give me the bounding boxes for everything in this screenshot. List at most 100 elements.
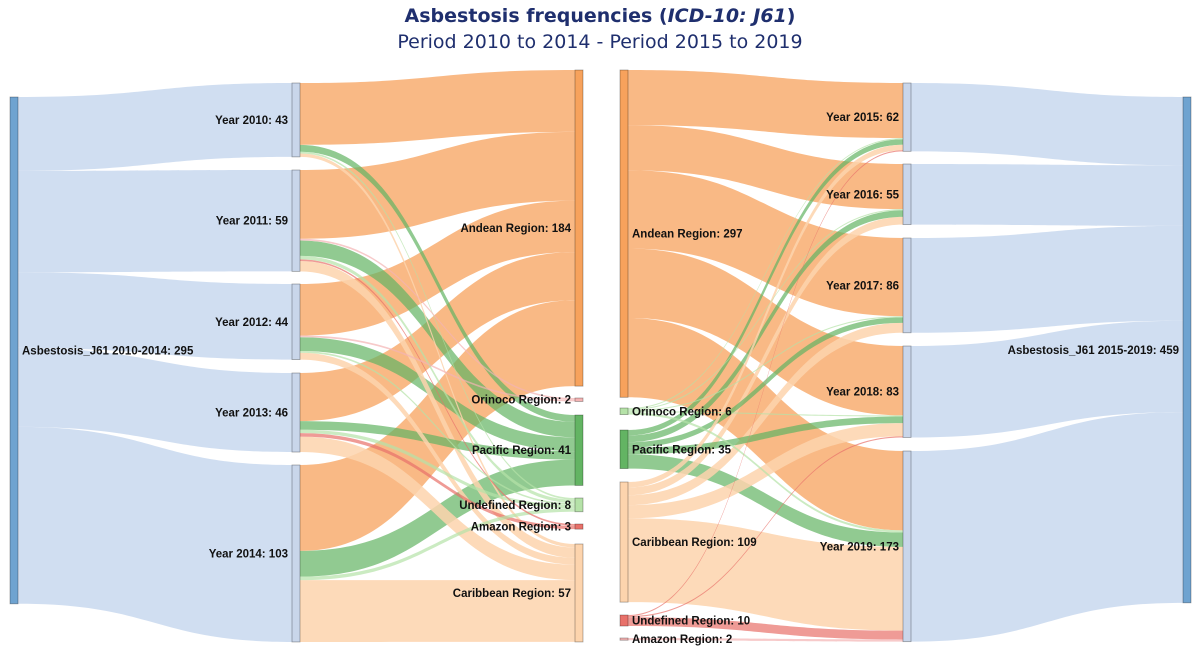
node-label-T1: Asbestosis_J61 2010-2014: 295 [22, 345, 194, 357]
link-Y2011-LA [300, 131, 575, 239]
link-RC-Y2016 [628, 216, 903, 496]
link-Y2010-LU [300, 151, 575, 500]
link-RO-Y2015 [628, 138, 903, 410]
node-LC[interactable] [574, 543, 584, 643]
link-Y2013-LM [300, 433, 575, 530]
link-RO-Y2016 [628, 209, 903, 411]
node-T1[interactable] [9, 96, 19, 605]
node-label-RP: Pacific Region: 35 [632, 444, 732, 456]
link-Y2011-LU [300, 255, 575, 504]
link-RP-Y2017 [628, 317, 903, 448]
node-label-RU: Undefined Region: 10 [632, 616, 750, 628]
node-label-Y2014: Year 2014: 103 [209, 548, 288, 560]
link-Y2012-LU [300, 351, 575, 505]
node-RA[interactable] [619, 69, 629, 398]
node-Y2018[interactable] [902, 345, 912, 438]
node-Y2016[interactable] [902, 163, 912, 226]
node-label-RA: Andean Region: 297 [632, 229, 743, 241]
link-RA-Y2017 [628, 170, 903, 317]
link-Y2010-LP [300, 144, 575, 422]
link-RC-Y2019 [628, 518, 903, 631]
node-Y2019[interactable] [902, 450, 912, 643]
node-RP[interactable] [619, 429, 629, 469]
node-Y2011[interactable] [291, 169, 301, 272]
link-Y2010-LA [300, 70, 575, 145]
link-T1-Y2012 [18, 272, 292, 360]
node-label-LM: Amazon Region: 3 [471, 522, 571, 534]
link-RP-Y2018 [628, 416, 903, 455]
link-RU-Y2015 [628, 150, 903, 617]
nodes [9, 69, 1192, 643]
node-label-LP: Pacific Region: 41 [472, 445, 572, 457]
link-RO-Y2017 [628, 316, 903, 412]
node-LM[interactable] [574, 523, 584, 530]
node-Y2012[interactable] [291, 283, 301, 360]
node-Y2017[interactable] [902, 237, 912, 334]
node-label-LA: Andean Region: 184 [460, 223, 571, 235]
node-label-Y2018: Year 2018: 83 [826, 387, 899, 399]
node-label-RO: Orinoco Region: 6 [632, 406, 732, 418]
link-RP-Y2019 [628, 454, 903, 547]
link-Y2017-T2 [911, 225, 1183, 333]
link-Y2016-T2 [911, 164, 1183, 226]
node-label-Y2010: Year 2010: 43 [215, 115, 288, 127]
link-Y2012-LO [300, 335, 575, 402]
link-T1-Y2011 [18, 170, 292, 273]
link-RC-Y2018 [628, 423, 903, 519]
link-RM-Y2019 [628, 638, 903, 642]
link-RP-Y2015 [628, 139, 903, 436]
link-RO-Y2019 [628, 412, 903, 533]
node-label-Y2015: Year 2015: 62 [826, 112, 899, 124]
node-label-RM: Amazon Region: 2 [632, 634, 732, 646]
node-label-Y2012: Year 2012: 44 [215, 317, 289, 329]
link-T1-Y2010 [18, 83, 292, 171]
node-RU[interactable] [619, 614, 629, 627]
link-RA-Y2015 [628, 70, 903, 139]
link-RU-Y2018 [628, 436, 903, 618]
node-label-Y2017: Year 2017: 86 [826, 280, 899, 292]
node-label-LC: Caribbean Region: 57 [453, 588, 571, 600]
node-LU[interactable] [574, 497, 584, 513]
link-RA-Y2016 [628, 125, 903, 210]
link-Y2011-LC [300, 261, 575, 558]
node-LP[interactable] [574, 414, 584, 486]
node-T2[interactable] [1182, 96, 1192, 604]
link-Y2014-LA [300, 300, 575, 551]
node-RM[interactable] [619, 637, 629, 641]
link-Y2013-LP [300, 421, 575, 460]
link-Y2011-LM [300, 259, 575, 526]
chart-title: Asbestosis frequencies (ICD-10: J61) Per… [0, 3, 1200, 55]
node-label-Y2011: Year 2011: 59 [216, 216, 288, 228]
link-RO-Y2018 [628, 411, 903, 417]
node-Y2010[interactable] [291, 82, 301, 158]
node-RC[interactable] [619, 481, 629, 603]
node-Y2014[interactable] [291, 464, 301, 643]
node-RO[interactable] [619, 407, 629, 416]
node-LA[interactable] [574, 69, 584, 387]
link-T1-Y2014 [18, 426, 292, 642]
link-Y2010-LC [300, 153, 575, 548]
link-RC-Y2015 [628, 144, 903, 488]
title-main: Asbestosis frequencies (ICD-10: J61) [404, 5, 796, 27]
node-label-T2: Asbestosis_J61 2015-2019: 459 [1008, 345, 1179, 357]
node-label-RC: Caribbean Region: 109 [632, 537, 757, 549]
link-Y2012-LA [300, 200, 575, 336]
link-Y2015-T2 [911, 83, 1183, 166]
link-Y2012-LC [300, 352, 575, 565]
link-Y2011-LO [300, 238, 575, 400]
link-Y2014-LP [300, 459, 575, 577]
link-Y2012-LP [300, 337, 575, 452]
link-RA-Y2018 [628, 248, 903, 416]
link-Y2013-LC [300, 436, 575, 581]
link-RU-Y2019 [628, 617, 903, 640]
node-Y2013[interactable] [291, 372, 301, 453]
link-Y2019-T2 [911, 412, 1183, 642]
link-Y2014-LU [300, 508, 575, 581]
node-LO[interactable] [574, 397, 584, 402]
node-Y2015[interactable] [902, 82, 912, 152]
node-label-Y2019: Year 2019: 173 [820, 541, 899, 553]
link-RA-Y2019 [628, 317, 903, 531]
link-T1-Y2013 [18, 347, 292, 453]
title-subtitle: Period 2010 to 2014 - Period 2015 to 201… [397, 31, 803, 53]
